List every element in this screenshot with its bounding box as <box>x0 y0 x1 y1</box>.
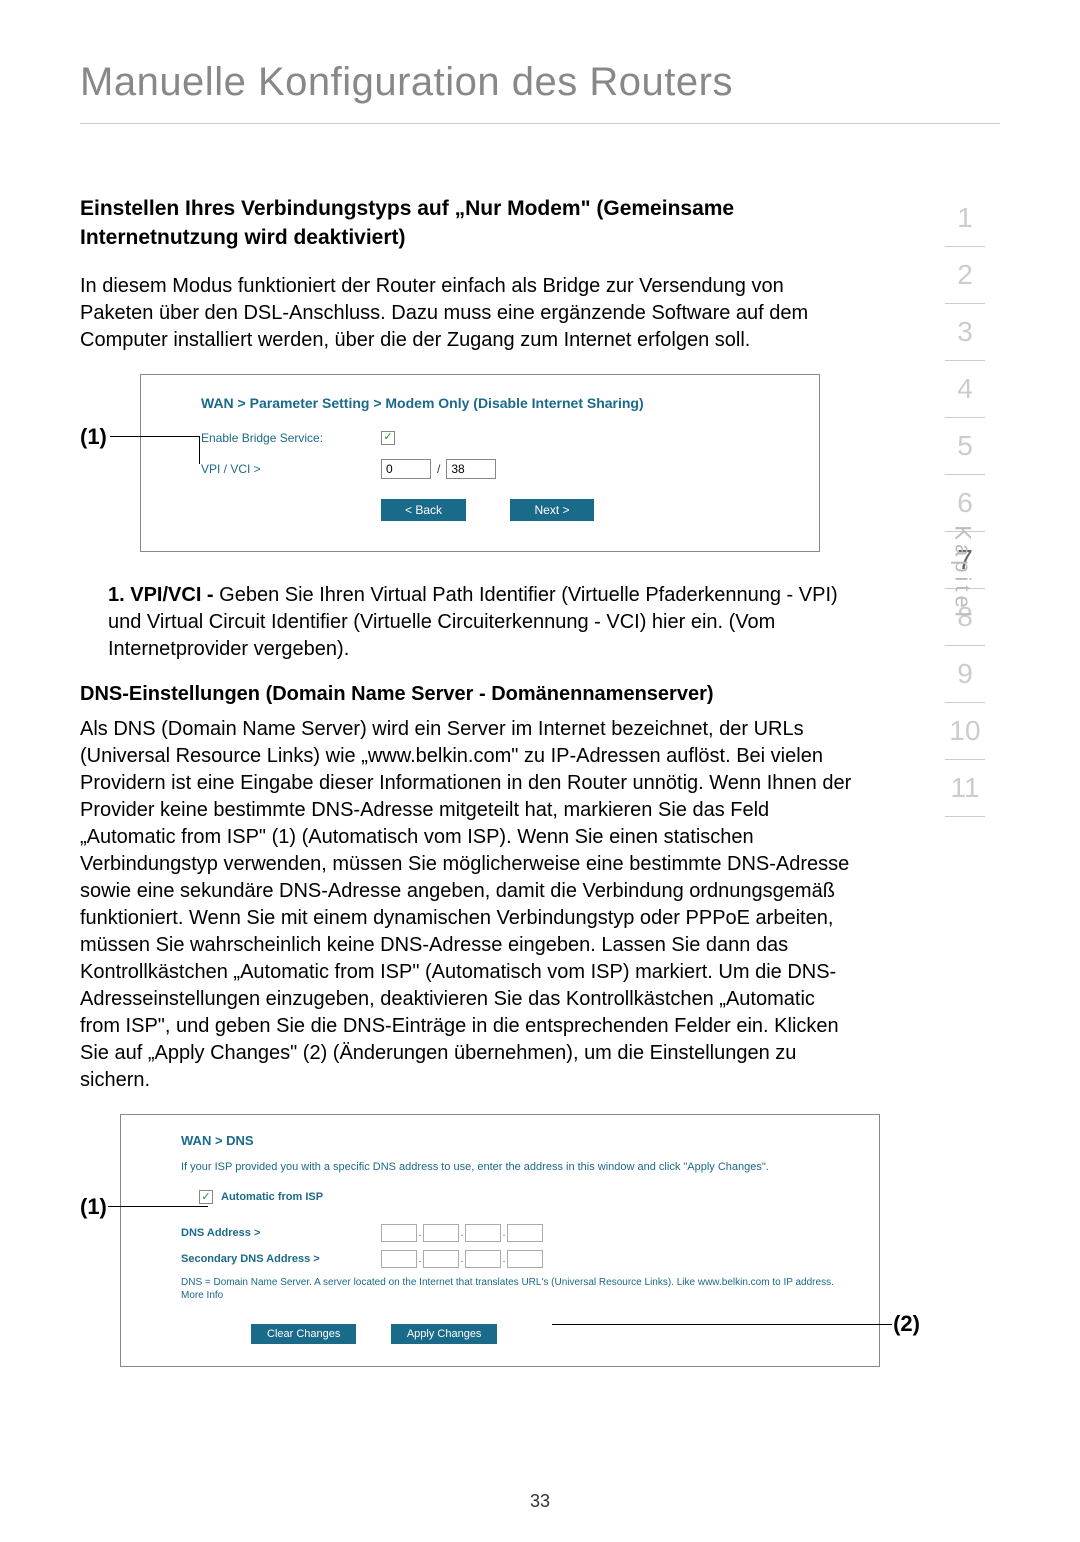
slash-separator: / <box>437 462 440 476</box>
screenshot-modem-only: (1) WAN > Parameter Setting > Modem Only… <box>140 374 820 552</box>
sidebar-label: Kapitel <box>949 525 975 620</box>
chapter-11[interactable]: 11 <box>945 760 985 817</box>
chapter-2[interactable]: 2 <box>945 247 985 304</box>
dns-breadcrumb: WAN > DNS <box>181 1133 849 1148</box>
vpi-input[interactable]: 0 <box>381 459 431 479</box>
chapter-5[interactable]: 5 <box>945 418 985 475</box>
callout-marker-1b: (1) <box>80 1194 107 1220</box>
callout-line-2 <box>552 1324 892 1325</box>
item-1-vpi-vci: 1. VPI/VCI - Geben Sie Ihren Virtual Pat… <box>80 582 860 663</box>
vpi-vci-label: VPI / VCI > <box>201 462 381 476</box>
page-title: Manuelle Konfiguration des Routers <box>80 60 1000 124</box>
check-icon: ✓ <box>383 432 392 443</box>
chapter-sidebar: Kapitel 1234567891011 <box>930 190 1000 817</box>
vci-input[interactable]: 38 <box>446 459 496 479</box>
chapter-3[interactable]: 3 <box>945 304 985 361</box>
screenshot-box: WAN > Parameter Setting > Modem Only (Di… <box>140 374 820 552</box>
page-number: 33 <box>0 1491 1080 1512</box>
secondary-dns-octet-3[interactable] <box>465 1250 501 1268</box>
secondary-dns-octet-2[interactable] <box>423 1250 459 1268</box>
secondary-dns-octet-4[interactable] <box>507 1250 543 1268</box>
enable-bridge-checkbox[interactable]: ✓ <box>381 431 395 445</box>
chapter-9[interactable]: 9 <box>945 646 985 703</box>
screenshot-dns: (1) (2) WAN > DNS If your ISP provided y… <box>120 1114 880 1367</box>
secondary-dns-octet-1[interactable] <box>381 1250 417 1268</box>
dns-note: DNS = Domain Name Server. A server locat… <box>181 1276 849 1302</box>
dns-address-label: DNS Address > <box>181 1227 381 1239</box>
automatic-from-isp-checkbox[interactable]: ✓ <box>199 1190 213 1204</box>
callout-marker-2: (2) <box>893 1311 920 1337</box>
apply-changes-button[interactable]: Apply Changes <box>391 1324 498 1344</box>
chapter-1[interactable]: 1 <box>945 190 985 247</box>
automatic-from-isp-label: Automatic from ISP <box>221 1191 323 1203</box>
chapter-10[interactable]: 10 <box>945 703 985 760</box>
section2-heading: DNS-Einstellungen (Domain Name Server - … <box>80 683 860 706</box>
callout-line <box>110 436 200 464</box>
enable-bridge-label: Enable Bridge Service: <box>201 431 381 445</box>
secondary-dns-label: Secondary DNS Address > <box>181 1253 381 1265</box>
section1-heading: Einstellen Ihres Verbindungstyps auf „Nu… <box>80 194 860 253</box>
dns-helptext: If your ISP provided you with a specific… <box>181 1160 849 1174</box>
screenshot-box-dns: WAN > DNS If your ISP provided you with … <box>120 1114 880 1367</box>
chapter-6[interactable]: 6 <box>945 475 985 532</box>
section1-body: In diesem Modus funktioniert der Router … <box>80 273 860 354</box>
callout-marker-1: (1) <box>80 424 107 450</box>
item-1-label: 1. VPI/VCI - <box>108 584 219 606</box>
chapter-4[interactable]: 4 <box>945 361 985 418</box>
breadcrumb: WAN > Parameter Setting > Modem Only (Di… <box>171 395 789 411</box>
dns-octet-3[interactable] <box>465 1224 501 1242</box>
callout-line-1b <box>108 1206 208 1226</box>
dns-octet-2[interactable] <box>423 1224 459 1242</box>
dns-octet-4[interactable] <box>507 1224 543 1242</box>
dns-octet-1[interactable] <box>381 1224 417 1242</box>
back-button[interactable]: < Back <box>381 499 466 521</box>
clear-changes-button[interactable]: Clear Changes <box>251 1324 356 1344</box>
section2-body: Als DNS (Domain Name Server) wird ein Se… <box>80 716 860 1094</box>
check-icon: ✓ <box>201 1192 210 1203</box>
main-content: Einstellen Ihres Verbindungstyps auf „Nu… <box>80 194 860 1367</box>
next-button[interactable]: Next > <box>510 499 593 521</box>
